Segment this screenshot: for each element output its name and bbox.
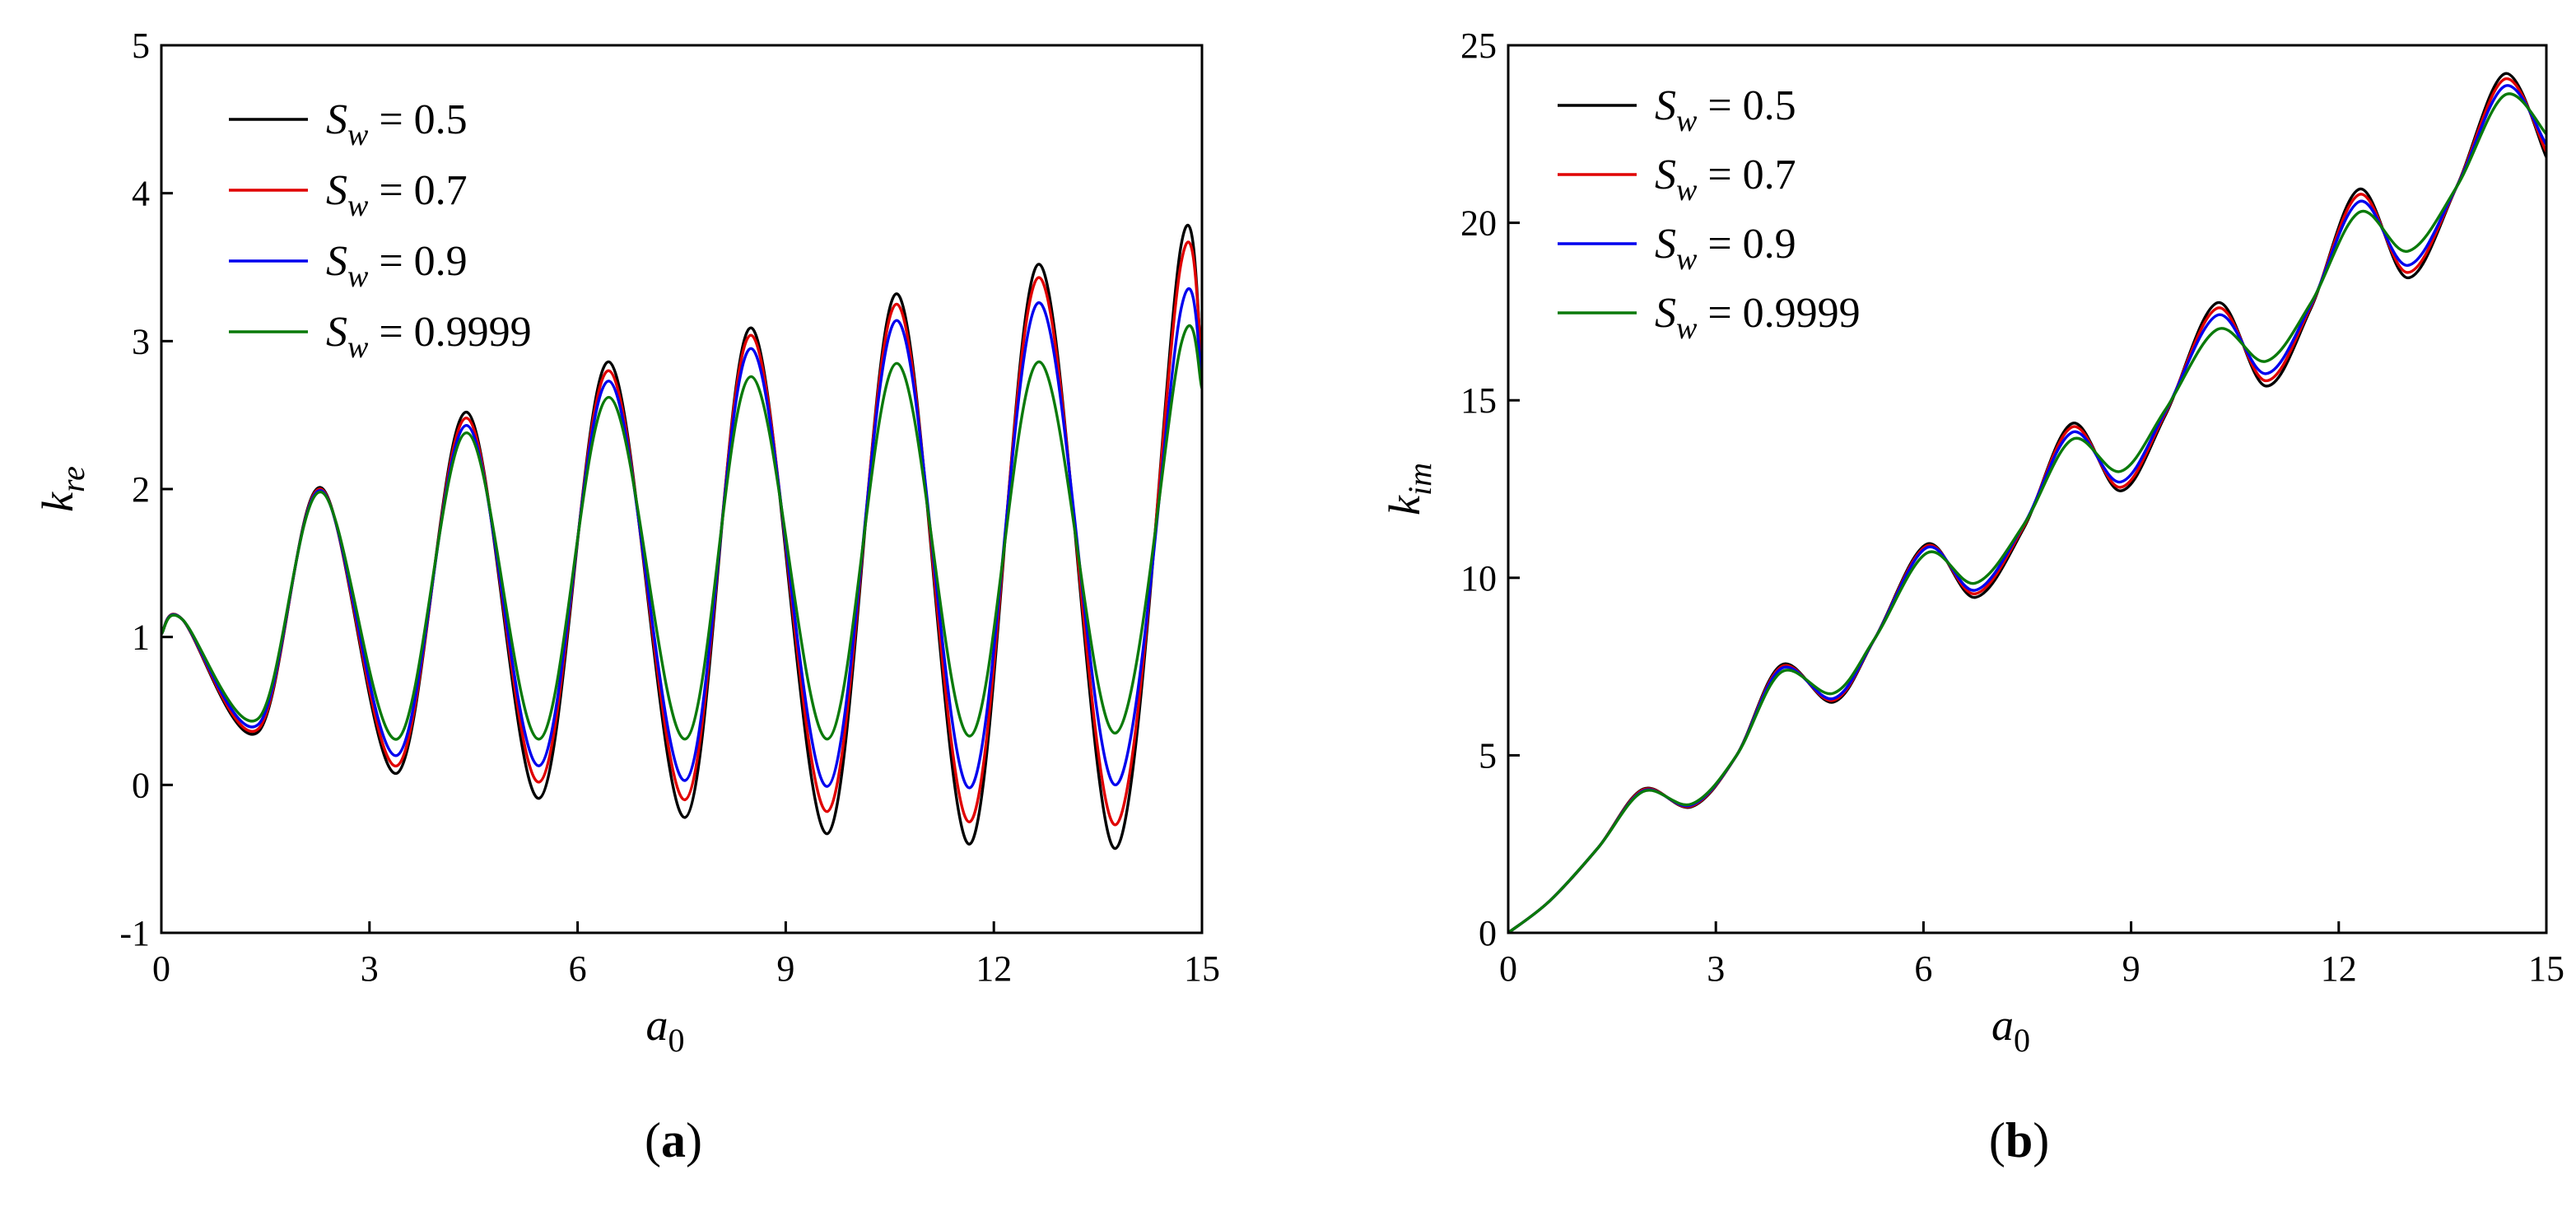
x-tick-label: 6	[569, 948, 587, 989]
series-line-3	[161, 324, 1202, 741]
x-tick-label: 9	[2122, 948, 2140, 989]
y-tick-label: 25	[1460, 26, 1497, 66]
series-line-2	[1508, 84, 2546, 933]
x-axis-label: a0	[646, 1000, 685, 1059]
legend-entry: Sw = 0.7	[1655, 151, 1796, 207]
x-tick-label: 3	[1707, 948, 1725, 989]
legend-entry: Sw = 0.5	[326, 96, 468, 152]
x-tick-label: 15	[2528, 948, 2564, 989]
legend-entry: Sw = 0.9	[1655, 221, 1796, 277]
series-line-2	[161, 287, 1202, 790]
legend: Sw = 0.5 Sw = 0.7 Sw = 0.9 Sw = 0.9999	[1558, 82, 1861, 346]
legend-entry: Sw = 0.5	[1655, 82, 1796, 138]
plot-frame	[1507, 44, 2548, 934]
y-tick-label: 1	[132, 617, 150, 658]
y-tick-label: 10	[1460, 558, 1497, 599]
y-tick-label: 3	[132, 321, 150, 361]
series-line-3	[1508, 92, 2546, 933]
legend: Sw = 0.5 Sw = 0.7 Sw = 0.9 Sw = 0.9999	[229, 96, 532, 365]
legend-entry: Sw = 0.7	[326, 167, 468, 223]
y-tick-label: 15	[1460, 380, 1497, 421]
legend-entry: Sw = 0.9999	[1655, 290, 1861, 346]
legend-entry: Sw = 0.9999	[326, 309, 532, 365]
x-tick-label: 9	[776, 948, 794, 989]
y-tick-label: 20	[1460, 203, 1497, 244]
x-tick-label: 12	[2321, 948, 2357, 989]
y-axis-label: kim	[1380, 463, 1438, 515]
x-tick-label: 3	[361, 948, 379, 989]
y-tick-label: 0	[1479, 913, 1497, 953]
y-tick-label: 0	[132, 765, 150, 805]
series-group	[1508, 72, 2546, 933]
x-axis-label: a0	[1991, 1000, 2030, 1059]
x-tick-label: 0	[152, 948, 170, 989]
series-line-1	[1508, 77, 2546, 933]
y-tick-label: 5	[132, 26, 150, 66]
legend-entry: Sw = 0.9	[326, 238, 468, 294]
y-tick-label: 4	[132, 174, 150, 214]
y-tick-label: -1	[119, 913, 150, 953]
series-group	[161, 223, 1202, 851]
y-axis-label: kre	[33, 466, 91, 512]
x-tick-label: 6	[1914, 948, 1932, 989]
y-tick-label: 5	[1479, 735, 1497, 776]
x-tick-label: 15	[1184, 948, 1220, 989]
panel-label: (a)	[645, 1113, 702, 1167]
series-line-0	[1508, 72, 2546, 933]
y-tick-label: 2	[132, 469, 150, 510]
x-tick-label: 0	[1499, 948, 1517, 989]
panel-label: (b)	[1989, 1113, 2049, 1167]
x-tick-label: 12	[976, 948, 1012, 989]
